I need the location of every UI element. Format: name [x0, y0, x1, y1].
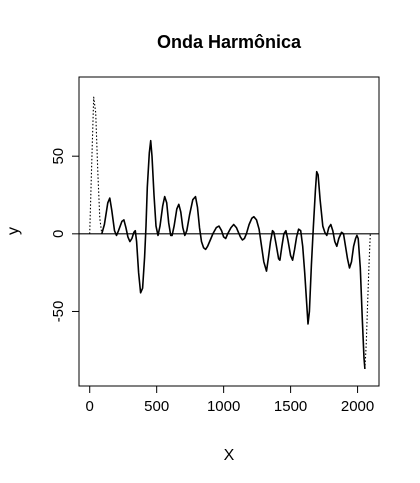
y-axis: -50 0 50: [50, 148, 80, 323]
series-layer: [89, 96, 371, 369]
y-tick-label-50: 50: [50, 148, 67, 165]
series-line-3: [364, 233, 371, 369]
x-tick-label-0: 0: [86, 398, 94, 415]
x-tick-label-2000: 2000: [341, 398, 374, 415]
y-tick-label-0: 0: [50, 230, 67, 238]
x-axis-label: X: [224, 447, 235, 464]
y-tick-label--50: -50: [50, 301, 67, 323]
y-axis-label: y: [5, 227, 22, 235]
x-axis: 0 500 1000 1500 2000: [86, 385, 374, 415]
x-tick-label-500: 500: [144, 398, 169, 415]
series-line-2: [101, 139, 366, 369]
chart-title: Onda Harmônica: [157, 32, 302, 52]
x-tick-label-1500: 1500: [274, 398, 307, 415]
x-tick-label-1000: 1000: [207, 398, 240, 415]
series-line-1: [89, 96, 103, 234]
